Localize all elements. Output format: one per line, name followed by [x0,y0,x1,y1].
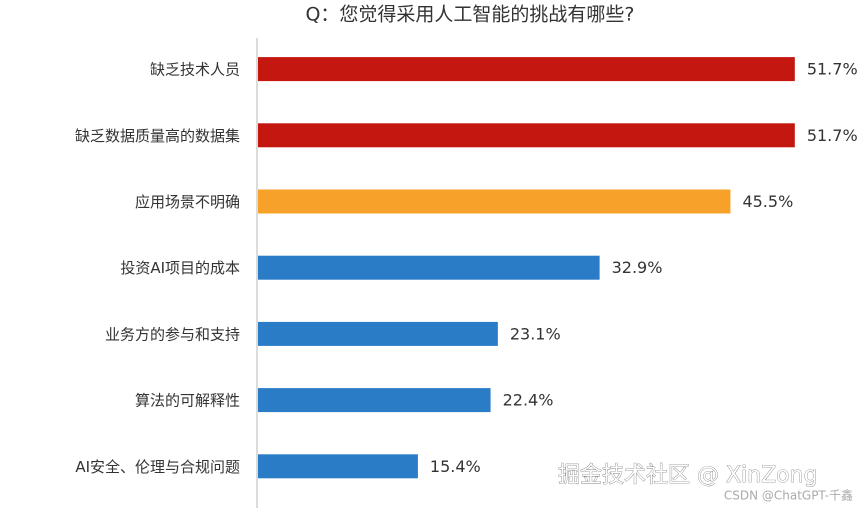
category-label: 投资AI项目的成本 [120,259,240,277]
category-label: 业务方的参与和支持 [105,325,240,343]
value-label: 23.1% [510,324,561,343]
value-label: 51.7% [807,126,858,145]
category-label: 应用场景不明确 [135,193,240,211]
bar [258,321,498,346]
bar [258,189,731,214]
value-label: 32.9% [612,258,663,277]
chart-title: Q：您觉得采用人工智能的挑战有哪些? [305,4,634,26]
category-label: 缺乏数据质量高的数据集 [75,127,240,145]
bar [258,57,795,82]
watermark: CSDN @ChatGPT-千鑫 [724,488,853,503]
value-label: 45.5% [742,192,793,211]
category-label: AI安全、伦理与合规问题 [75,458,240,476]
watermark: 掘金技术社区 @ XinZong [558,463,818,488]
bar [258,255,600,280]
bar [258,388,491,413]
category-label: 缺乏技术人员 [150,61,240,79]
value-label: 15.4% [430,457,481,476]
bar [258,454,418,479]
value-label: 22.4% [503,391,554,410]
value-label: 51.7% [807,60,858,79]
bar [258,123,795,148]
category-label: 算法的可解释性 [135,392,240,410]
